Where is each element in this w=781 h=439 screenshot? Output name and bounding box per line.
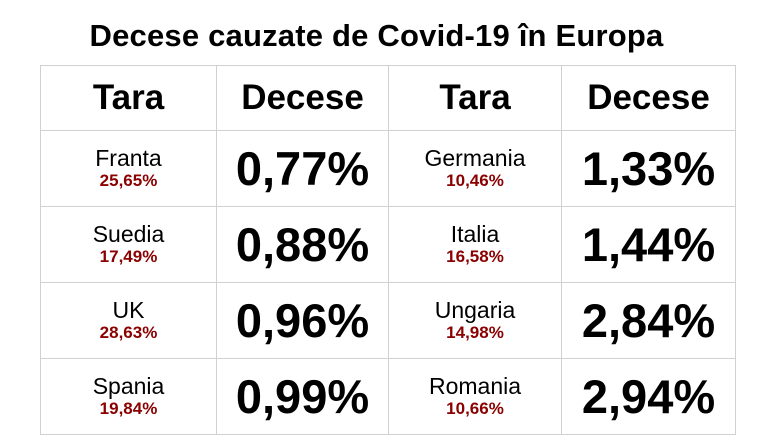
country-name: Franta	[95, 144, 162, 171]
country-cell: UK 28,63%	[40, 282, 217, 359]
country-share: 10,66%	[446, 398, 504, 418]
header-row: Tara Decese Tara Decese	[40, 65, 736, 131]
rate-cell: 0,88%	[216, 206, 389, 283]
country-name: Italia	[450, 220, 500, 247]
header-deaths-left: Decese	[216, 65, 389, 131]
country-name: Romania	[428, 372, 522, 399]
country-cell: Suedia 17,49%	[40, 206, 217, 283]
header-country-right: Tara	[388, 65, 562, 131]
country-name: Spania	[92, 372, 165, 399]
rate-cell: 1,33%	[561, 130, 736, 207]
header-country-left: Tara	[40, 65, 217, 131]
table-row: Spania 19,84% 0,99% Romania 10,66% 2,94%	[40, 358, 736, 435]
country-cell: Spania 19,84%	[40, 358, 217, 435]
rate-cell: 0,96%	[216, 282, 389, 359]
death-rate: 0,99%	[235, 370, 370, 423]
country-name: Ungaria	[434, 296, 516, 323]
rate-cell: 2,84%	[561, 282, 736, 359]
rate-cell: 0,77%	[216, 130, 389, 207]
country-cell: Germania 10,46%	[388, 130, 562, 207]
rate-cell: 1,44%	[561, 206, 736, 283]
death-rate: 0,96%	[235, 294, 370, 347]
country-name: Suedia	[92, 220, 165, 247]
country-share: 19,84%	[99, 398, 158, 418]
deaths-table: Tara Decese Tara Decese Franta 25,65% 0,…	[40, 65, 736, 435]
death-rate: 0,77%	[235, 142, 370, 195]
country-cell: Italia 16,58%	[388, 206, 562, 283]
death-rate: 1,33%	[581, 142, 716, 195]
country-cell: Franta 25,65%	[40, 130, 217, 207]
country-share: 17,49%	[99, 246, 158, 266]
country-name: UK	[112, 296, 145, 323]
country-share: 25,65%	[99, 170, 158, 190]
death-rate: 2,94%	[581, 370, 716, 423]
rate-cell: 2,94%	[561, 358, 736, 435]
country-cell: Romania 10,66%	[388, 358, 562, 435]
death-rate: 2,84%	[581, 294, 716, 347]
page-title: Decese cauzate de Covid-19 în Europa	[0, 18, 781, 54]
table-row: UK 28,63% 0,96% Ungaria 14,98% 2,84%	[40, 282, 736, 359]
header-deaths-right: Decese	[561, 65, 736, 131]
country-name: Germania	[424, 144, 526, 171]
country-share: 14,98%	[446, 322, 504, 342]
country-share: 10,46%	[446, 170, 504, 190]
death-rate: 1,44%	[581, 218, 716, 271]
death-rate: 0,88%	[235, 218, 370, 271]
rate-cell: 0,99%	[216, 358, 389, 435]
table-row: Franta 25,65% 0,77% Germania 10,46% 1,33…	[40, 130, 736, 207]
country-cell: Ungaria 14,98%	[388, 282, 562, 359]
title-text: Decese cauzate de Covid-19 în Europa	[89, 18, 664, 53]
country-share: 28,63%	[99, 322, 158, 342]
country-share: 16,58%	[446, 246, 504, 266]
table-row: Suedia 17,49% 0,88% Italia 16,58% 1,44%	[40, 206, 736, 283]
